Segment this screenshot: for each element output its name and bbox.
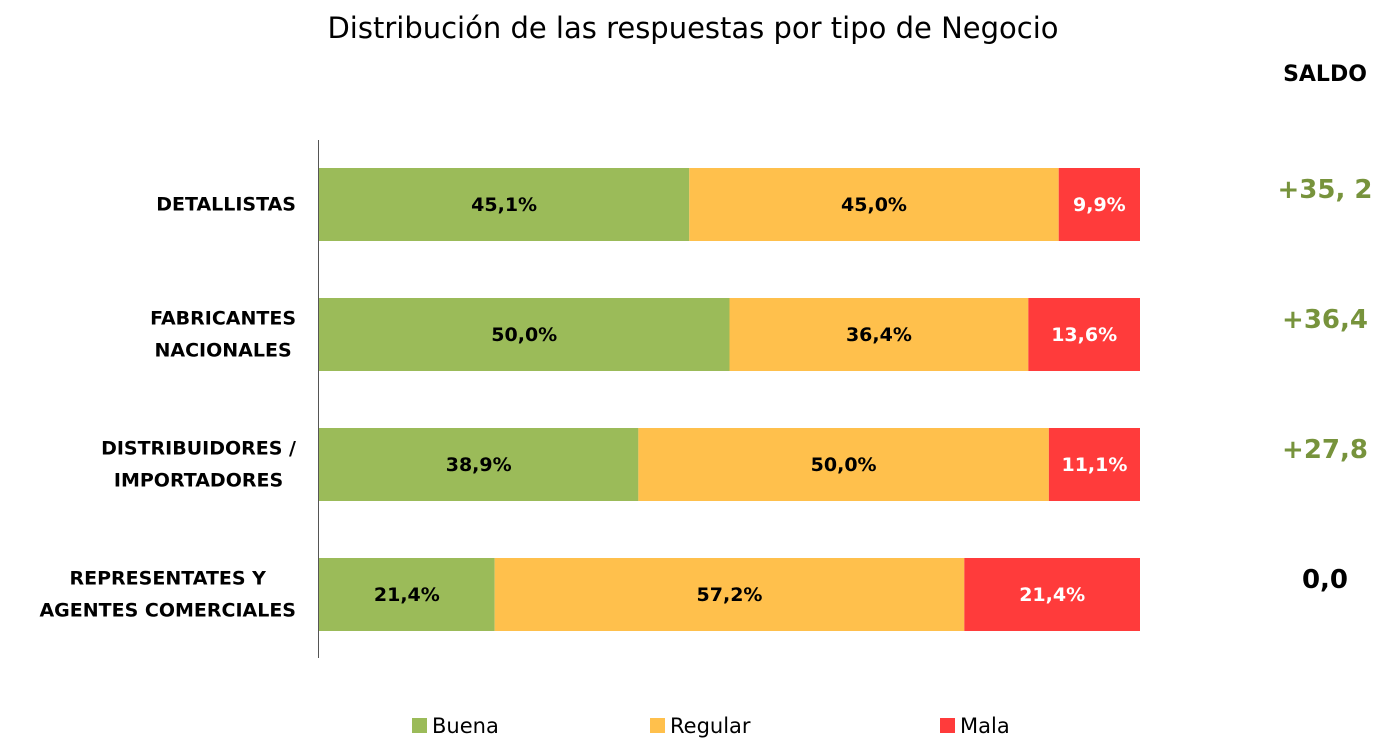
value-label: 50,0% (811, 454, 877, 476)
category-label-line: DISTRIBUIDORES / (101, 437, 296, 459)
bar-segment (319, 298, 730, 371)
value-label: 9,9% (1073, 194, 1126, 216)
value-label: 21,4% (1019, 584, 1085, 606)
legend-label: Mala (960, 714, 1010, 738)
category-label: DETALLISTAS (156, 193, 296, 215)
category-label: FABRICANTES NACIONALES (150, 307, 296, 361)
bar-segment (319, 168, 690, 241)
category-label-line: REPRESENTATES Y (70, 567, 267, 589)
saldo-value: +27,8 (1282, 435, 1368, 465)
value-label: 57,2% (697, 584, 763, 606)
bar-segment (1028, 298, 1140, 371)
category-label: REPRESENTATES Y AGENTES COMERCIALES (39, 567, 296, 621)
value-label: 45,1% (471, 194, 537, 216)
saldo-value: +36,4 (1282, 305, 1368, 335)
value-label: 21,4% (374, 584, 440, 606)
category-label-line: NACIONALES (154, 339, 291, 361)
saldo-value: 0,0 (1302, 565, 1348, 595)
saldo-title: SALDO (1283, 62, 1367, 87)
bar-segment (689, 168, 1059, 241)
value-label: 38,9% (446, 454, 512, 476)
legend-swatch (412, 718, 427, 733)
bar-segment (638, 428, 1049, 501)
value-label: 36,4% (846, 324, 912, 346)
legend-swatch (650, 718, 665, 733)
legend-label: Regular (670, 714, 751, 738)
category-label: DISTRIBUIDORES / IMPORTADORES (101, 437, 296, 491)
category-label-line: DETALLISTAS (156, 193, 296, 215)
value-label: 11,1% (1061, 454, 1127, 476)
legend-label: Buena (432, 714, 499, 738)
bar-segment (319, 558, 495, 631)
bar-segment (319, 428, 639, 501)
bar-segment (964, 558, 1140, 631)
bar-segment (729, 298, 1029, 371)
saldo-value: +35, 2 (1278, 175, 1373, 205)
category-label-line: IMPORTADORES (114, 469, 283, 491)
bar-segment (494, 558, 965, 631)
chart-title: Distribución de las respuestas por tipo … (327, 11, 1058, 45)
category-label-line: FABRICANTES (150, 307, 296, 329)
value-label: 45,0% (841, 194, 907, 216)
value-label: 50,0% (491, 324, 557, 346)
bar-segment (1058, 168, 1140, 241)
category-label-line: AGENTES COMERCIALES (39, 599, 296, 621)
value-label: 13,6% (1051, 324, 1117, 346)
bar-segment (1048, 428, 1140, 501)
legend-swatch (940, 718, 955, 733)
